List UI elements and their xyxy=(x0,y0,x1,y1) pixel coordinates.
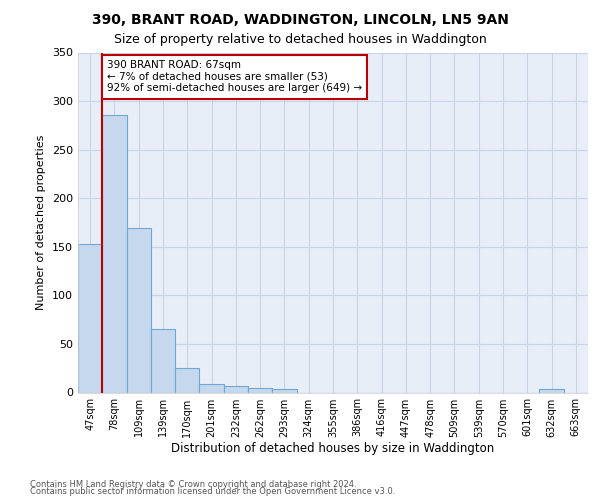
Bar xyxy=(199,384,224,392)
Bar xyxy=(224,386,248,392)
Bar xyxy=(151,330,175,392)
Y-axis label: Number of detached properties: Number of detached properties xyxy=(37,135,46,310)
Text: Contains HM Land Registry data © Crown copyright and database right 2024.: Contains HM Land Registry data © Crown c… xyxy=(30,480,356,489)
X-axis label: Distribution of detached houses by size in Waddington: Distribution of detached houses by size … xyxy=(172,442,494,456)
Bar xyxy=(272,388,296,392)
Bar xyxy=(175,368,199,392)
Text: 390 BRANT ROAD: 67sqm
← 7% of detached houses are smaller (53)
92% of semi-detac: 390 BRANT ROAD: 67sqm ← 7% of detached h… xyxy=(107,60,362,94)
Bar xyxy=(78,244,102,392)
Bar xyxy=(248,388,272,392)
Text: 390, BRANT ROAD, WADDINGTON, LINCOLN, LN5 9AN: 390, BRANT ROAD, WADDINGTON, LINCOLN, LN… xyxy=(92,12,508,26)
Text: Size of property relative to detached houses in Waddington: Size of property relative to detached ho… xyxy=(113,32,487,46)
Text: Contains public sector information licensed under the Open Government Licence v3: Contains public sector information licen… xyxy=(30,488,395,496)
Bar xyxy=(102,114,127,392)
Bar xyxy=(127,228,151,392)
Bar xyxy=(539,388,564,392)
